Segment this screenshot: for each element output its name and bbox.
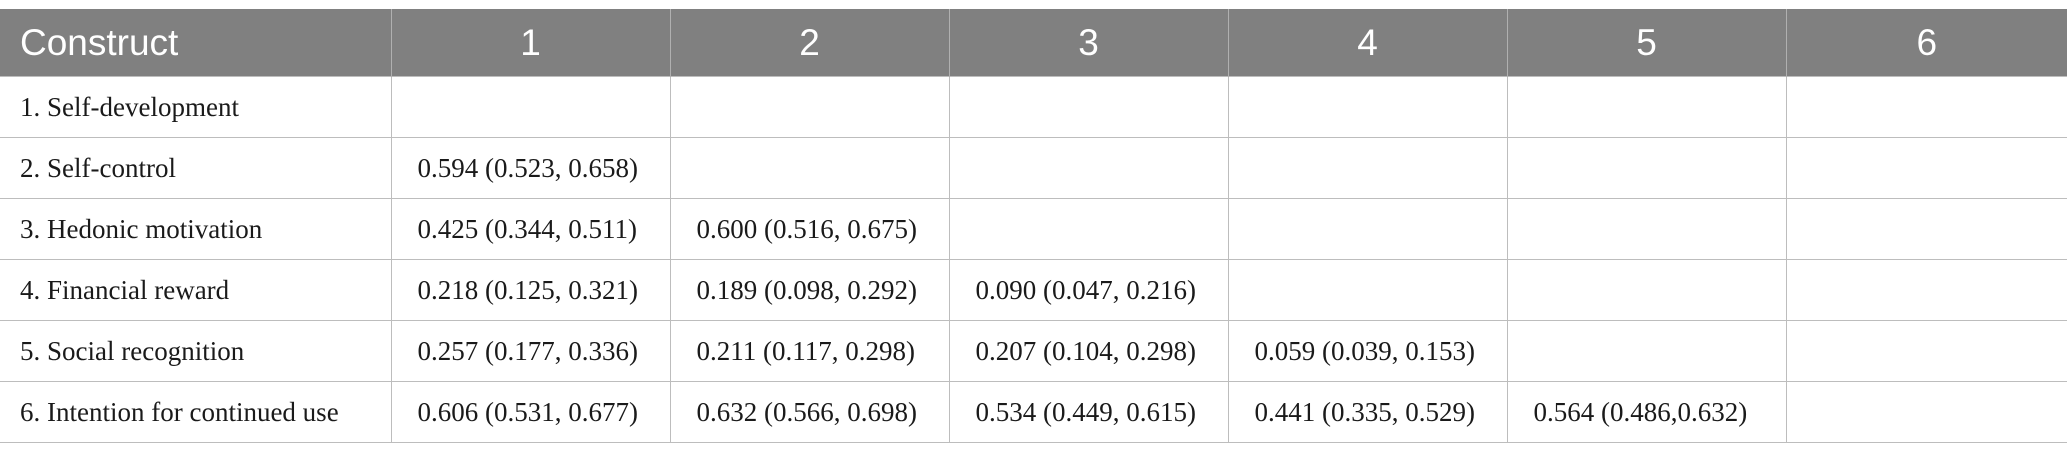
table-cell bbox=[1227, 137, 1508, 199]
table-cell: 0.090 (0.047, 0.216) bbox=[948, 259, 1229, 321]
table-cell: 0.189 (0.098, 0.292) bbox=[669, 259, 950, 321]
table-cell bbox=[948, 137, 1229, 199]
table-cell bbox=[1227, 76, 1508, 138]
table-cell bbox=[669, 76, 950, 138]
table-cell: 0.218 (0.125, 0.321) bbox=[390, 259, 671, 321]
table-cell: 0.594 (0.523, 0.658) bbox=[390, 137, 671, 199]
table-row: 1. Self-development bbox=[0, 76, 2067, 138]
table-cell bbox=[948, 198, 1229, 260]
table-cell bbox=[669, 137, 950, 199]
table-cell bbox=[1785, 381, 2067, 443]
correlation-table-container: Construct 1 2 3 4 5 6 1. Self-developmen… bbox=[0, 9, 2067, 443]
table-cell bbox=[390, 76, 671, 138]
header-col-2: 2 bbox=[670, 9, 950, 77]
table-cell bbox=[1785, 137, 2067, 199]
table-cell bbox=[1785, 76, 2067, 138]
table-cell: 0.211 (0.117, 0.298) bbox=[669, 320, 950, 382]
header-col-5: 5 bbox=[1507, 9, 1787, 77]
row-construct-label: 1. Self-development bbox=[0, 76, 392, 138]
correlation-table: Construct 1 2 3 4 5 6 1. Self-developmen… bbox=[0, 9, 2067, 443]
table-cell: 0.257 (0.177, 0.336) bbox=[390, 320, 671, 382]
row-construct-label: 2. Self-control bbox=[0, 137, 392, 199]
header-col-4: 4 bbox=[1228, 9, 1508, 77]
table-cell bbox=[1785, 259, 2067, 321]
table-row: 3. Hedonic motivation 0.425 (0.344, 0.51… bbox=[0, 198, 2067, 260]
table-cell bbox=[1506, 320, 1787, 382]
table-header: Construct 1 2 3 4 5 6 bbox=[0, 9, 2067, 77]
table-cell: 0.534 (0.449, 0.615) bbox=[948, 381, 1229, 443]
table-cell bbox=[1227, 198, 1508, 260]
table-body: 1. Self-development 2. Self-control 0.59… bbox=[0, 76, 2067, 443]
table-row: 4. Financial reward 0.218 (0.125, 0.321)… bbox=[0, 259, 2067, 321]
table-row: 2. Self-control 0.594 (0.523, 0.658) bbox=[0, 137, 2067, 199]
row-construct-label: 4. Financial reward bbox=[0, 259, 392, 321]
table-cell bbox=[1227, 259, 1508, 321]
table-cell bbox=[1506, 198, 1787, 260]
table-cell bbox=[1506, 137, 1787, 199]
header-construct: Construct bbox=[0, 9, 392, 77]
table-cell: 0.059 (0.039, 0.153) bbox=[1227, 320, 1508, 382]
table-cell bbox=[1506, 259, 1787, 321]
table-cell bbox=[1506, 76, 1787, 138]
table-cell: 0.564 (0.486,0.632) bbox=[1506, 381, 1787, 443]
table-cell: 0.207 (0.104, 0.298) bbox=[948, 320, 1229, 382]
table-cell bbox=[948, 76, 1229, 138]
header-row: Construct 1 2 3 4 5 6 bbox=[0, 9, 2067, 77]
table-cell bbox=[1785, 198, 2067, 260]
table-row: 5. Social recognition 0.257 (0.177, 0.33… bbox=[0, 320, 2067, 382]
row-construct-label: 3. Hedonic motivation bbox=[0, 198, 392, 260]
table-cell: 0.425 (0.344, 0.511) bbox=[390, 198, 671, 260]
table-cell: 0.441 (0.335, 0.529) bbox=[1227, 381, 1508, 443]
table-cell: 0.606 (0.531, 0.677) bbox=[390, 381, 671, 443]
header-col-6: 6 bbox=[1786, 9, 2067, 77]
table-cell bbox=[1785, 320, 2067, 382]
table-cell: 0.600 (0.516, 0.675) bbox=[669, 198, 950, 260]
row-construct-label: 6. Intention for continued use bbox=[0, 381, 392, 443]
row-construct-label: 5. Social recognition bbox=[0, 320, 392, 382]
table-cell: 0.632 (0.566, 0.698) bbox=[669, 381, 950, 443]
table-row: 6. Intention for continued use 0.606 (0.… bbox=[0, 381, 2067, 443]
header-col-1: 1 bbox=[391, 9, 671, 77]
header-col-3: 3 bbox=[949, 9, 1229, 77]
